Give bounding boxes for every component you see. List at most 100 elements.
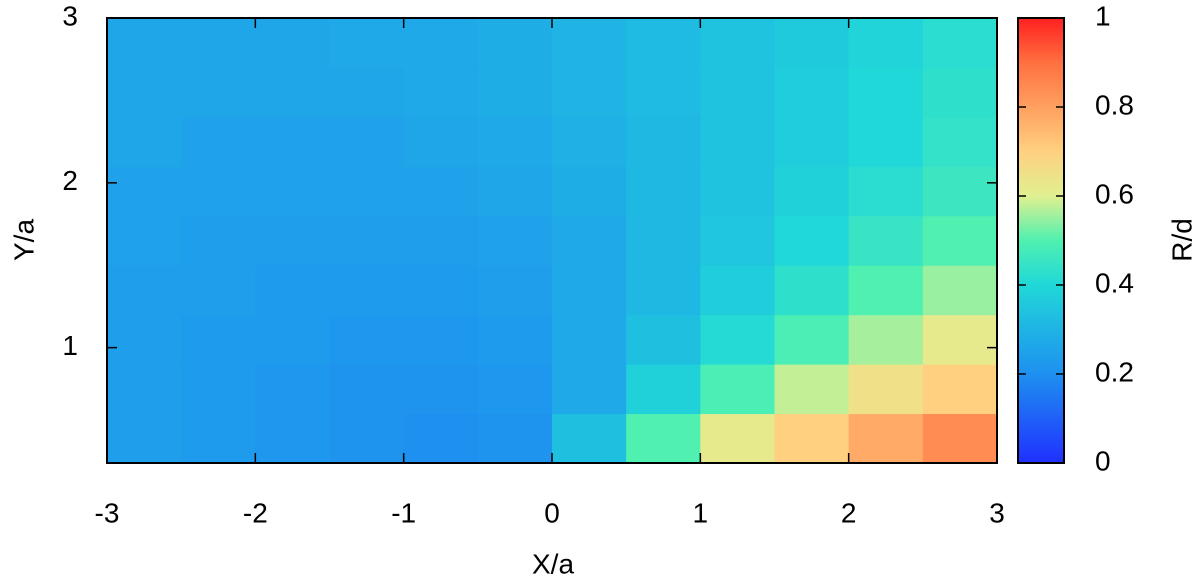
- x-tick-label: 1: [693, 497, 709, 528]
- heatmap-cell: [552, 166, 627, 217]
- heatmap-cell: [848, 116, 924, 167]
- heatmap-cell: [255, 67, 330, 118]
- heatmap-cell: [848, 265, 924, 316]
- heatmap-cell: [329, 67, 405, 118]
- x-tick-label: 2: [841, 497, 857, 528]
- heatmap-cell: [403, 18, 479, 68]
- colorbar-tick-label: 0.2: [1095, 356, 1134, 387]
- y-tick-label: 2: [62, 165, 78, 196]
- heatmap-cell: [477, 116, 553, 167]
- x-axis-label: X/a: [532, 548, 574, 579]
- heatmap-cell: [700, 215, 775, 266]
- colorbar-tick-label: 0.6: [1095, 178, 1134, 209]
- heatmap-cell: [774, 364, 850, 415]
- heatmap-cell: [552, 67, 627, 118]
- heatmap-cell: [552, 265, 627, 316]
- y-tick-label: 3: [62, 0, 78, 31]
- heatmap-cell: [552, 116, 627, 167]
- x-tick-label: 0: [544, 497, 560, 528]
- heatmap-cell: [552, 413, 627, 464]
- heatmap-cell: [255, 166, 330, 217]
- heatmap-cell: [181, 215, 256, 266]
- heatmap-cell: [255, 265, 330, 316]
- colorbar-label: R/d: [1166, 218, 1197, 262]
- heatmap-cell: [107, 116, 182, 167]
- heatmap-cell: [107, 413, 182, 464]
- heatmap-cell: [700, 364, 775, 415]
- heatmap-cell: [181, 116, 256, 167]
- heatmap-cell: [626, 18, 701, 68]
- heatmap-cell: [477, 364, 553, 415]
- heatmap-cell: [329, 413, 405, 464]
- heatmap-cell: [403, 265, 479, 316]
- heatmap-cell: [107, 314, 182, 365]
- heatmap-cell: [477, 67, 553, 118]
- heatmap-cell: [477, 413, 553, 464]
- heatmap-cell: [181, 67, 256, 118]
- heatmap-cell: [700, 116, 775, 167]
- heatmap-cell: [774, 67, 850, 118]
- heatmap-cell: [626, 364, 701, 415]
- colorbar-tick-label: 0.8: [1095, 89, 1134, 120]
- heatmap-cell: [774, 215, 850, 266]
- heatmap-cell: [774, 413, 850, 464]
- heatmap-cell: [848, 413, 924, 464]
- heatmap-cell: [477, 314, 553, 365]
- heatmap-cell: [774, 18, 850, 68]
- heatmap-cell: [255, 314, 330, 365]
- heatmap-cell: [329, 215, 405, 266]
- heatmap-cell: [255, 364, 330, 415]
- heatmap-cell: [700, 314, 775, 365]
- heatmap-cell: [107, 18, 182, 68]
- heatmap-cell: [329, 116, 405, 167]
- heatmap-cell: [181, 314, 256, 365]
- heatmap-cell: [626, 265, 701, 316]
- heatmap-cell: [848, 364, 924, 415]
- heatmap-cell: [922, 18, 998, 68]
- heatmap-cell: [255, 116, 330, 167]
- heatmap-cell: [255, 18, 330, 68]
- heatmap-cell: [403, 215, 479, 266]
- heatmap-cell: [626, 413, 701, 464]
- heatmap-cell: [626, 166, 701, 217]
- heatmap-cell: [403, 314, 479, 365]
- heatmap-cell: [774, 265, 850, 316]
- y-axis-label: Y/a: [8, 219, 39, 261]
- heatmap-cell: [774, 116, 850, 167]
- heatmap-cell: [922, 116, 998, 167]
- heatmap-cell: [181, 413, 256, 464]
- heatmap-cell: [107, 166, 182, 217]
- heatmap-cell: [403, 413, 479, 464]
- heatmap-cell: [922, 166, 998, 217]
- heatmap-cell: [700, 67, 775, 118]
- heatmap-cell: [403, 166, 479, 217]
- heatmap-cell: [848, 166, 924, 217]
- heatmap-cell: [626, 116, 701, 167]
- heatmap-cell: [181, 18, 256, 68]
- heatmap-cell: [255, 215, 330, 266]
- heatmap-cell: [403, 116, 479, 167]
- y-tick-label: 1: [62, 330, 78, 361]
- heatmap-cell: [403, 364, 479, 415]
- heatmap-cell: [552, 215, 627, 266]
- heatmap-cell: [848, 215, 924, 266]
- heatmap-cell: [922, 314, 998, 365]
- heatmap-cell: [181, 265, 256, 316]
- heatmap-cell: [552, 18, 627, 68]
- heatmap-cell: [329, 166, 405, 217]
- heatmap-cell: [922, 67, 998, 118]
- x-tick-label: 3: [989, 497, 1005, 528]
- heatmap-cell: [181, 364, 256, 415]
- heatmap-cell: [922, 364, 998, 415]
- heatmap-cell: [700, 265, 775, 316]
- heatmap-cell: [107, 215, 182, 266]
- heatmap-cell: [107, 364, 182, 415]
- heatmap-cell: [700, 18, 775, 68]
- heatmap-cell: [848, 314, 924, 365]
- heatmap-cell: [329, 265, 405, 316]
- colorbar-tick-label: 1: [1095, 0, 1111, 31]
- heatmap-cell: [774, 314, 850, 365]
- colorbar: [1017, 17, 1065, 464]
- colorbar-tick-label: 0.4: [1095, 267, 1134, 298]
